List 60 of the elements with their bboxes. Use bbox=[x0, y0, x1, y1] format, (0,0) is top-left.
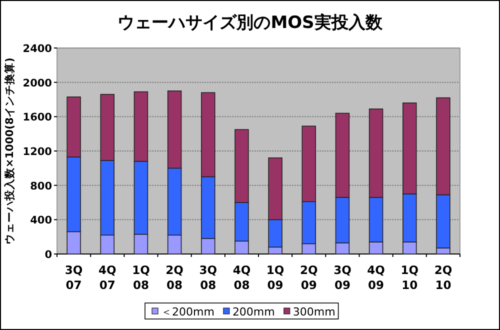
bar bbox=[100, 160, 114, 236]
bar bbox=[402, 102, 417, 194]
chart-title: ウェーハサイズ別のMOS実投入数 bbox=[118, 13, 384, 33]
x-tick-label: 1Q 08 bbox=[132, 263, 150, 292]
y-tick-label: 1600 bbox=[22, 112, 52, 124]
bar bbox=[201, 176, 216, 239]
bar bbox=[66, 96, 81, 158]
bar bbox=[100, 234, 114, 254]
bar bbox=[302, 243, 316, 254]
bar bbox=[436, 248, 450, 254]
bar bbox=[368, 196, 384, 242]
y-tick-label: 400 bbox=[30, 214, 52, 227]
bar bbox=[268, 157, 282, 220]
x-tick-label: 4Q 09 bbox=[367, 263, 386, 292]
bar bbox=[66, 231, 81, 254]
bar bbox=[268, 219, 282, 248]
y-tick-label: 800 bbox=[30, 180, 52, 192]
bar bbox=[436, 194, 450, 248]
x-tick-label: 3Q 08 bbox=[199, 263, 218, 292]
bar bbox=[167, 168, 182, 236]
x-tick-label: 2Q 08 bbox=[166, 263, 184, 292]
bar bbox=[167, 90, 182, 169]
bar bbox=[100, 94, 114, 161]
legend-label: 200mm bbox=[232, 306, 275, 318]
bar bbox=[302, 201, 316, 244]
bar bbox=[402, 242, 417, 254]
x-tick-label: 3Q 07 bbox=[64, 263, 83, 292]
bar bbox=[167, 234, 182, 254]
x-tick-label: 3Q 09 bbox=[334, 263, 352, 292]
bar bbox=[134, 234, 148, 254]
bar bbox=[234, 129, 249, 203]
x-tick-label: 2Q 10 bbox=[434, 263, 452, 292]
x-tick-label: 4Q 08 bbox=[232, 263, 251, 292]
bar bbox=[302, 126, 316, 202]
y-tick-label: 2400 bbox=[22, 43, 52, 55]
bar bbox=[134, 91, 148, 162]
bar bbox=[368, 108, 384, 198]
legend-label: ＜200mm bbox=[161, 306, 214, 318]
y-tick-label: 1200 bbox=[22, 146, 52, 158]
bar bbox=[134, 160, 148, 235]
y-axis-title: ウェーハ投入数×1000(8インチ換算) bbox=[3, 58, 16, 244]
x-tick-label: 2Q 09 bbox=[300, 263, 318, 292]
bar bbox=[335, 242, 350, 254]
bar bbox=[436, 97, 450, 196]
bar bbox=[201, 92, 216, 178]
y-tick-label: 0 bbox=[44, 249, 52, 261]
bar bbox=[268, 246, 282, 254]
x-tick-label: 1Q 09 bbox=[266, 263, 284, 292]
bar bbox=[201, 238, 216, 254]
x-tick-label: 1Q 10 bbox=[400, 263, 419, 292]
bar bbox=[335, 112, 350, 198]
bar bbox=[402, 194, 417, 242]
bar bbox=[368, 242, 384, 254]
x-tick-label: 4Q 07 bbox=[98, 263, 116, 292]
bar bbox=[234, 240, 249, 254]
bar bbox=[234, 202, 249, 242]
y-tick-label: 2000 bbox=[22, 77, 52, 90]
legend-label: 300mm bbox=[292, 306, 336, 318]
bar bbox=[66, 156, 81, 232]
bar bbox=[335, 196, 350, 244]
